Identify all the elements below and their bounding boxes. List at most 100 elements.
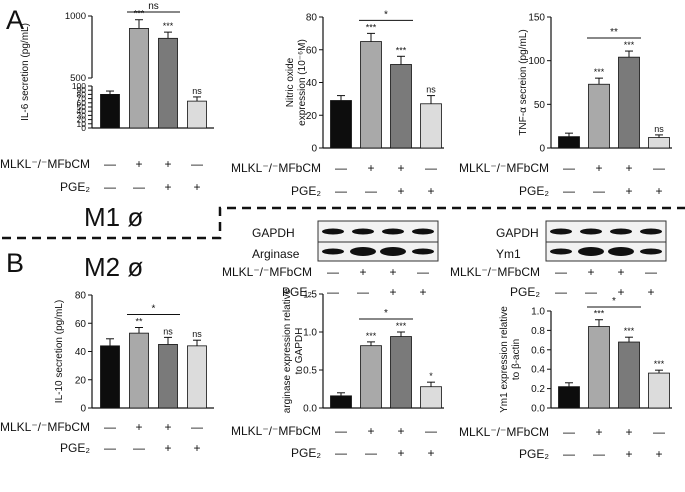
chart-ym1: 0.0 0.2 0.4 0.6 0.8 1.0 Ym1 expression relativ…	[459, 296, 672, 461]
arg-sig-label-2: ***	[396, 321, 407, 331]
no-sign-row2-2: +	[397, 184, 404, 198]
il10-sign-row1-2: +	[164, 420, 171, 434]
no-condition-1-label: MLKL⁻/⁻MFbCM	[231, 161, 321, 175]
il6-y-tick-label: 80	[77, 89, 87, 99]
il6-bracket-label-0: ns	[148, 1, 159, 12]
il10-y-tick-label: 40	[75, 347, 87, 358]
il6-y-tick-label: 60	[77, 98, 87, 108]
ym1-sign-row2-1: —	[593, 447, 605, 461]
blot-left-sign-row1-2: +	[389, 265, 396, 279]
blot-right-label-1: GAPDH	[496, 226, 539, 240]
il6-bar-2	[158, 37, 178, 129]
il6-y-tick-label: 0	[81, 123, 86, 133]
arg-y-tick-label: 1.0	[303, 328, 317, 339]
section-divider	[2, 206, 685, 240]
no-sign-row1-2: +	[397, 161, 404, 175]
arg-y-tick-label: 0.0	[303, 404, 317, 415]
ym1-y-tick-label: 0.4	[531, 365, 545, 376]
il6-bar-0	[100, 94, 120, 129]
il6-y-tick-label: 1000	[65, 11, 86, 22]
il6-sign-row2-0: —	[104, 180, 116, 194]
tnf-bar-0	[558, 136, 580, 149]
il6-sign-row1-3: —	[191, 157, 203, 171]
tnf-bar-1	[588, 83, 610, 149]
m1-label: M1 ø	[84, 202, 143, 232]
il6-sign-row1-1: +	[135, 157, 142, 171]
no-sign-row1-0: —	[335, 161, 347, 175]
il6-sign-row1-0: —	[104, 157, 116, 171]
arg-bar-2	[390, 336, 412, 409]
ym1-sign-row1-3: —	[653, 425, 665, 439]
blot-right-band-1-1	[578, 247, 604, 256]
arg-condition-1-label: MLKL⁻/⁻MFbCM	[231, 424, 321, 438]
blot-right-condition-1-label: MLKL⁻/⁻MFbCM	[450, 265, 540, 279]
il10-sign-row1-0: —	[104, 420, 116, 434]
il10-bar-3	[187, 345, 207, 409]
arg-sign-row2-0: —	[335, 446, 347, 460]
il10-y-tick-label: 60	[75, 319, 87, 330]
il10-sign-row2-0: —	[104, 441, 116, 455]
arg-sign-row1-3: —	[425, 424, 437, 438]
il6-y-tick-label: 40	[77, 106, 87, 116]
blot-right-band-0-3	[640, 228, 662, 235]
blot-right-sign-row1-1: +	[587, 265, 594, 279]
il6-y-tick-label: 10	[77, 119, 87, 129]
blot-right-sign-row2-3: +	[647, 285, 654, 299]
il10-bar-1	[129, 332, 149, 409]
il6-y-tick-label: 20	[77, 115, 87, 125]
ym1-bar-0	[558, 386, 580, 409]
ym1-y-tick-label: 0.6	[531, 345, 545, 356]
arg-y-tick-label: 1.5	[303, 290, 317, 301]
no-bar-1	[360, 41, 382, 149]
tnf-bracket-label-0: **	[610, 27, 618, 38]
arg-sign-row1-0: —	[335, 424, 347, 438]
il10-sign-row1-3: —	[191, 420, 203, 434]
tnf-condition-1-label: MLKL⁻/⁻MFbCM	[459, 161, 549, 175]
arg-sign-row1-2: +	[397, 424, 404, 438]
arg-sign-row1-1: +	[367, 424, 374, 438]
no-sign-row1-1: +	[367, 161, 374, 175]
il6-y-tick-label: 50	[77, 102, 87, 112]
il6-y-axis-label: IL-6 secretion (pg/mL)	[20, 23, 31, 121]
blot-right-sign-row1-0: —	[555, 265, 567, 279]
blot-right-band-1-0	[550, 248, 572, 255]
tnf-y-tick-label: 100	[528, 56, 545, 67]
tnf-sign-row1-3: —	[653, 161, 665, 175]
il6-sign-row2-2: +	[164, 180, 171, 194]
arg-bar-1	[360, 345, 382, 409]
il10-bar-2	[158, 344, 178, 409]
ym1-sign-row1-1: +	[595, 425, 602, 439]
il10-sign-row1-1: +	[135, 420, 142, 434]
ym1-condition-1-label: MLKL⁻/⁻MFbCM	[459, 425, 549, 439]
no-y-tick-label: 0	[311, 144, 317, 155]
il10-sig-label-1: **	[135, 316, 143, 326]
tnf-bar-2	[618, 56, 640, 149]
ym1-bar-3	[648, 372, 670, 409]
tnf-sig-label-3: ns	[654, 124, 664, 134]
no-sign-row2-3: +	[427, 184, 434, 198]
tnf-sign-row2-1: —	[593, 184, 605, 198]
blot-right-sign-row2-1: —	[585, 285, 597, 299]
no-y-tick-label: 80	[306, 13, 318, 24]
blot-left-sign-row1-1: +	[359, 265, 366, 279]
blot-left-band-0-1	[352, 228, 374, 235]
il10-condition-1-label: MLKL⁻/⁻MFbCM	[0, 420, 90, 434]
arg-sign-row2-2: +	[397, 446, 404, 460]
il6-y-tick-label: 100	[72, 81, 86, 91]
no-sig-label-2: ***	[396, 45, 407, 55]
arg-bracket-label-0: *	[384, 308, 388, 319]
blot-left-band-1-2	[380, 247, 406, 256]
il10-y-tick-label: 20	[75, 375, 87, 386]
blot-left-sign-row1-0: —	[327, 265, 339, 279]
chart-tnf-alpha: 0 50 100 150 TNF-α secreion (pg/mL) *** *** ns *…	[459, 13, 672, 198]
tnf-y-tick-label: 50	[534, 100, 546, 111]
blot-left-condition-2-label: PGE₂	[282, 285, 312, 299]
ym1-sign-row1-2: +	[625, 425, 632, 439]
ym1-bar-1	[588, 326, 610, 409]
blot-left-band-0-0	[322, 228, 344, 235]
blot-left-sign-row2-3: +	[419, 285, 426, 299]
blot-right-membrane-1	[545, 241, 667, 262]
ym1-sign-row2-3: +	[655, 447, 662, 461]
m2-label: M2 ø	[84, 252, 143, 282]
il6-condition-1-label: MLKL⁻/⁻MFbCM	[0, 157, 90, 171]
